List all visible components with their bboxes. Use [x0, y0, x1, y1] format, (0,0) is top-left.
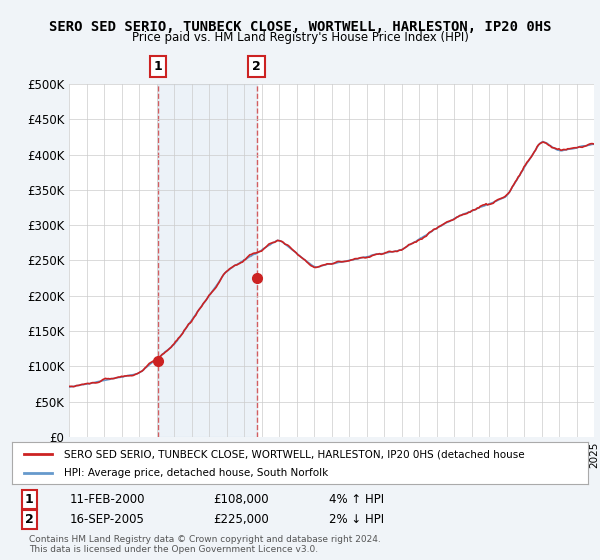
Text: 2: 2	[252, 60, 261, 73]
Text: 2: 2	[25, 513, 34, 526]
Text: 16-SEP-2005: 16-SEP-2005	[70, 513, 145, 526]
Text: 4% ↑ HPI: 4% ↑ HPI	[329, 493, 384, 506]
Text: SERO SED SERIO, TUNBECK CLOSE, WORTWELL, HARLESTON, IP20 0HS (detached house: SERO SED SERIO, TUNBECK CLOSE, WORTWELL,…	[64, 449, 524, 459]
Text: 1: 1	[154, 60, 163, 73]
Text: £225,000: £225,000	[214, 513, 269, 526]
Text: HPI: Average price, detached house, South Norfolk: HPI: Average price, detached house, Sout…	[64, 468, 328, 478]
Bar	[158, 84, 257, 437]
Text: 2% ↓ HPI: 2% ↓ HPI	[329, 513, 384, 526]
Text: £108,000: £108,000	[214, 493, 269, 506]
Text: Contains HM Land Registry data © Crown copyright and database right 2024.
This d: Contains HM Land Registry data © Crown c…	[29, 535, 381, 554]
Text: SERO SED SERIO, TUNBECK CLOSE, WORTWELL, HARLESTON, IP20 0HS: SERO SED SERIO, TUNBECK CLOSE, WORTWELL,…	[49, 20, 551, 34]
Text: Price paid vs. HM Land Registry's House Price Index (HPI): Price paid vs. HM Land Registry's House …	[131, 31, 469, 44]
Text: 11-FEB-2000: 11-FEB-2000	[70, 493, 145, 506]
Text: 1: 1	[25, 493, 34, 506]
